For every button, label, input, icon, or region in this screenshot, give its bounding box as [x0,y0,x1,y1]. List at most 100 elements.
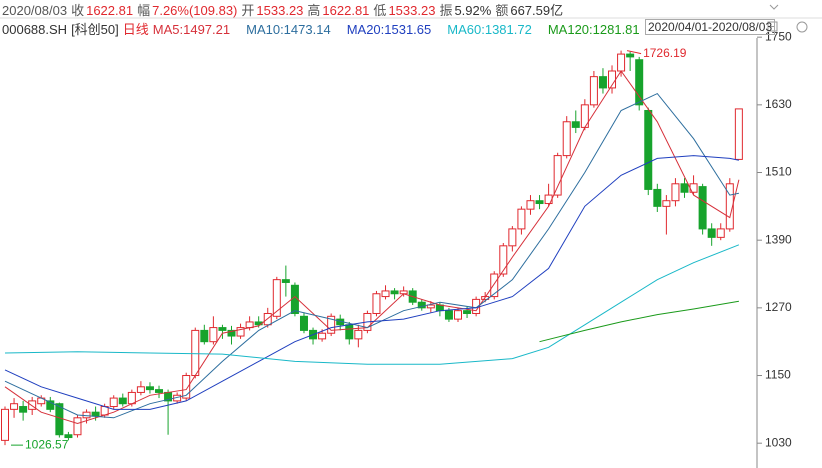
candle-body [553,155,562,196]
legend-entry: MA10:1473.14 [246,22,331,37]
field-label: 收 [71,3,85,18]
candle-body [716,228,725,238]
y-tick-label: 1150 [765,368,791,382]
candle-body [381,290,390,298]
candle-body [635,59,644,106]
toolbar-icons[interactable] [767,4,808,33]
candle-body [589,76,598,106]
candle-body [155,389,164,393]
candle-body [73,417,82,436]
max-arrow [626,50,642,55]
icon-minus[interactable] [767,21,778,32]
y-tick-label: 1750 [765,29,792,43]
candle-body [46,400,55,410]
field-value: 1533.23 [388,3,436,18]
candle-body [390,290,399,295]
candle-body [426,304,435,309]
candle-body [544,194,553,205]
candle-body [227,329,236,337]
candle-body [671,183,680,202]
candle-body [1,408,9,441]
field-value: 1622.81 [86,3,134,18]
candle-body [463,310,472,314]
candle-body [417,301,426,309]
ma-line [4,244,740,365]
candle-body [209,327,218,343]
field-value: 5.92% [454,3,492,18]
header-line-1: 2020/08/03 收 1622.81 幅 7.26%(109.83) 开 1533.23… [2,0,567,19]
candle-body [64,434,73,439]
candle-body [653,188,662,207]
date-range: 2020/04/01-2020/08/03 [645,19,776,35]
y-tick-label: 1630 [765,97,792,111]
candle-body [617,53,626,72]
candle-body [345,324,354,340]
candle-body [644,109,653,190]
candle-body [698,186,707,230]
candle-body [136,386,145,393]
field-label: 低 [373,3,387,18]
min-label: 1026.57 [25,437,69,451]
legend-entry: MA120:1281.81 [547,22,640,37]
candle-body [662,200,671,207]
candle-body [10,403,19,410]
ma-line [539,300,739,343]
legend-entry: MA5:1497.21 [152,22,231,37]
ma-line [4,92,739,419]
candle-body [19,406,28,413]
candle-body [145,386,154,391]
candle-body [299,315,308,331]
field-label: 振 [439,3,453,18]
period: 日线 [122,22,149,37]
ma-line [4,155,740,410]
candle-body [707,228,716,238]
candle-body [535,200,544,205]
candle-body [191,329,200,377]
candle-body [454,310,462,320]
icon-down[interactable] [769,4,779,10]
candle-body [517,208,526,230]
index-name: [科创50] [71,22,119,37]
candle-body [490,273,499,298]
candle-body [562,121,571,157]
field-value: 1622.81 [322,3,370,18]
candle-body [626,53,635,58]
field-value: 1533.23 [256,3,304,18]
candle-body [55,403,64,436]
legend-entry: MA20:1531.65 [346,22,432,37]
candle-body [354,329,363,340]
y-tick-label: 1270 [765,300,792,314]
candle-body [680,183,689,193]
candle-body [127,391,136,405]
candle-body [109,397,118,408]
candle-body [82,411,91,419]
field-label: 开 [241,3,255,18]
icon-settings[interactable] [796,21,808,33]
header-line-2: 000688.SH [科创50] 日线 MA5:1497.21 MA10:1473.14… [2,19,656,38]
y-tick-label: 1510 [765,165,792,179]
candle-body [200,329,209,343]
candle-body [28,400,37,410]
candle-body [499,245,508,275]
y-tick-label: 1030 [765,435,792,449]
code: 000688.SH [2,22,68,37]
candle-body [218,327,227,331]
ma-line [4,70,740,425]
candle-body [372,293,381,314]
legend-entry: MA60:1381.72 [447,22,532,37]
y-tick-label: 1390 [765,232,792,246]
candle-body [91,411,100,417]
candle-body [272,279,281,317]
candle-body [508,228,517,247]
candle-body [236,327,245,337]
field-label: 高 [307,3,321,18]
candle-body [598,76,607,89]
field-value: 667.59亿 [510,3,564,18]
candle-body [725,183,734,230]
candle-body [281,279,290,283]
field-value: 7.26%(109.83) [152,3,238,18]
candle-body [526,200,535,210]
candle-body [734,108,743,160]
candle-body [318,332,327,340]
